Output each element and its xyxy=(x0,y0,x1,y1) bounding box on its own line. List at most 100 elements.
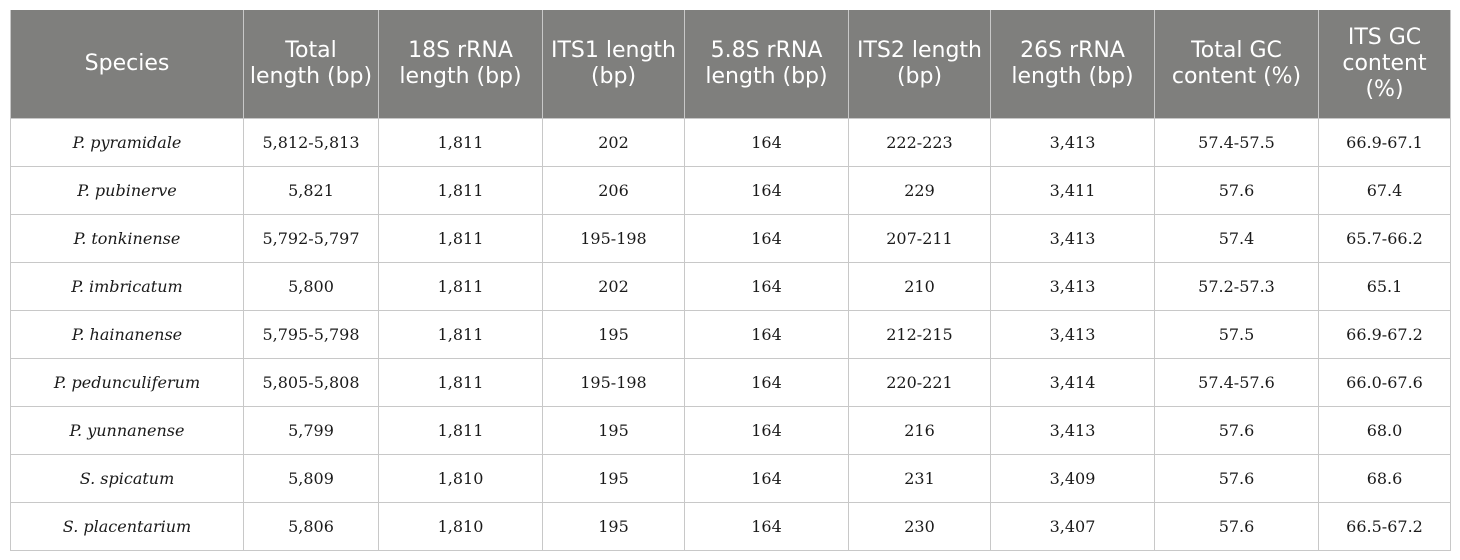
cell-total-gc: 57.4-57.5 xyxy=(1154,118,1319,167)
cell-its-gc: 66.9-67.1 xyxy=(1318,118,1451,167)
cell-18s-length: 1,811 xyxy=(378,166,543,215)
cell-total-gc: 57.4-57.6 xyxy=(1154,358,1319,407)
cell-26s-length: 3,413 xyxy=(990,262,1155,311)
cell-total-gc: 57.2-57.3 xyxy=(1154,262,1319,311)
cell-26s-length: 3,409 xyxy=(990,454,1155,503)
cell-total-length: 5,795-5,798 xyxy=(243,310,379,359)
header-26s-length: 26S rRNA length (bp) xyxy=(990,10,1155,119)
cell-its2-length: 220-221 xyxy=(848,358,991,407)
cell-its-gc: 68.0 xyxy=(1318,406,1451,455)
cell-its1-length: 195 xyxy=(542,502,685,551)
cell-18s-length: 1,811 xyxy=(378,262,543,311)
cell-its2-length: 231 xyxy=(848,454,991,503)
cell-its1-length: 195-198 xyxy=(542,214,685,263)
header-its2-length: ITS2 length (bp) xyxy=(848,10,991,119)
cell-species: P. pyramidale xyxy=(10,118,244,167)
cell-5-8s-length: 164 xyxy=(684,454,849,503)
cell-its-gc: 66.0-67.6 xyxy=(1318,358,1451,407)
header-18s-length: 18S rRNA length (bp) xyxy=(378,10,543,119)
cell-total-length: 5,805-5,808 xyxy=(243,358,379,407)
cell-5-8s-length: 164 xyxy=(684,406,849,455)
cell-18s-length: 1,810 xyxy=(378,502,543,551)
cell-its-gc: 65.1 xyxy=(1318,262,1451,311)
cell-5-8s-length: 164 xyxy=(684,262,849,311)
cell-total-length: 5,821 xyxy=(243,166,379,215)
cell-its-gc: 65.7-66.2 xyxy=(1318,214,1451,263)
cell-its2-length: 216 xyxy=(848,406,991,455)
cell-species: P. yunnanense xyxy=(10,406,244,455)
cell-its-gc: 66.9-67.2 xyxy=(1318,310,1451,359)
cell-total-length: 5,799 xyxy=(243,406,379,455)
cell-26s-length: 3,411 xyxy=(990,166,1155,215)
cell-its2-length: 229 xyxy=(848,166,991,215)
cell-18s-length: 1,811 xyxy=(378,406,543,455)
cell-18s-length: 1,811 xyxy=(378,310,543,359)
cell-total-gc: 57.6 xyxy=(1154,502,1319,551)
cell-its-gc: 66.5-67.2 xyxy=(1318,502,1451,551)
cell-5-8s-length: 164 xyxy=(684,502,849,551)
header-its1-length: ITS1 length (bp) xyxy=(542,10,685,119)
cell-species: P. pubinerve xyxy=(10,166,244,215)
cell-5-8s-length: 164 xyxy=(684,310,849,359)
table-row: P. pedunculiferum 5,805-5,808 1,811 195-198… xyxy=(10,358,1451,407)
table-body: P. pyramidale 5,812-5,813 1,811 202 164 222-2… xyxy=(10,118,1451,551)
header-its-gc: ITS GC content (%) xyxy=(1318,10,1451,119)
cell-total-gc: 57.4 xyxy=(1154,214,1319,263)
cell-5-8s-length: 164 xyxy=(684,214,849,263)
header-5-8s-length: 5.8S rRNA length (bp) xyxy=(684,10,849,119)
cell-5-8s-length: 164 xyxy=(684,118,849,167)
cell-total-length: 5,806 xyxy=(243,502,379,551)
header-species: Species xyxy=(10,10,244,119)
table-row: P. pubinerve 5,821 1,811 206 164 229 3,411 57.6… xyxy=(10,166,1451,215)
cell-total-length: 5,800 xyxy=(243,262,379,311)
cell-26s-length: 3,407 xyxy=(990,502,1155,551)
cell-total-length: 5,809 xyxy=(243,454,379,503)
cell-its1-length: 206 xyxy=(542,166,685,215)
cell-its2-length: 222-223 xyxy=(848,118,991,167)
cell-26s-length: 3,413 xyxy=(990,310,1155,359)
cell-species: S. placentarium xyxy=(10,502,244,551)
cell-18s-length: 1,811 xyxy=(378,358,543,407)
cell-its2-length: 212-215 xyxy=(848,310,991,359)
cell-species: P. hainanense xyxy=(10,310,244,359)
table-row: P. imbricatum 5,800 1,811 202 164 210 3,413 57.… xyxy=(10,262,1451,311)
cell-its2-length: 207-211 xyxy=(848,214,991,263)
cell-5-8s-length: 164 xyxy=(684,166,849,215)
cell-total-length: 5,812-5,813 xyxy=(243,118,379,167)
cell-its-gc: 68.6 xyxy=(1318,454,1451,503)
header-total-gc: Total GC content (%) xyxy=(1154,10,1319,119)
header-row: Species Total length (bp) 18S rRNA lengt… xyxy=(10,10,1451,119)
cell-its1-length: 195 xyxy=(542,454,685,503)
cell-18s-length: 1,811 xyxy=(378,118,543,167)
rdna-length-table: Species Total length (bp) 18S rRNA lengt… xyxy=(10,10,1451,551)
table-row: P. hainanense 5,795-5,798 1,811 195 164 212-2… xyxy=(10,310,1451,359)
cell-5-8s-length: 164 xyxy=(684,358,849,407)
cell-total-gc: 57.5 xyxy=(1154,310,1319,359)
cell-species: P. imbricatum xyxy=(10,262,244,311)
cell-species: S. spicatum xyxy=(10,454,244,503)
header-total-length: Total length (bp) xyxy=(243,10,379,119)
cell-26s-length: 3,413 xyxy=(990,214,1155,263)
cell-26s-length: 3,414 xyxy=(990,358,1155,407)
table-row: P. yunnanense 5,799 1,811 195 164 216 3,413 57.… xyxy=(10,406,1451,455)
cell-its1-length: 202 xyxy=(542,118,685,167)
table-row: S. spicatum 5,809 1,810 195 164 231 3,409 57.6 6… xyxy=(10,454,1451,503)
cell-26s-length: 3,413 xyxy=(990,406,1155,455)
cell-species: P. pedunculiferum xyxy=(10,358,244,407)
cell-its1-length: 195 xyxy=(542,406,685,455)
cell-its-gc: 67.4 xyxy=(1318,166,1451,215)
cell-its1-length: 195-198 xyxy=(542,358,685,407)
cell-total-gc: 57.6 xyxy=(1154,406,1319,455)
cell-total-gc: 57.6 xyxy=(1154,166,1319,215)
cell-its1-length: 202 xyxy=(542,262,685,311)
cell-18s-length: 1,810 xyxy=(378,454,543,503)
cell-species: P. tonkinense xyxy=(10,214,244,263)
cell-26s-length: 3,413 xyxy=(990,118,1155,167)
cell-its2-length: 230 xyxy=(848,502,991,551)
table-row: S. placentarium 5,806 1,810 195 164 230 3,407 5… xyxy=(10,502,1451,551)
cell-total-gc: 57.6 xyxy=(1154,454,1319,503)
cell-its1-length: 195 xyxy=(542,310,685,359)
table-row: P. pyramidale 5,812-5,813 1,811 202 164 222-2… xyxy=(10,118,1451,167)
cell-total-length: 5,792-5,797 xyxy=(243,214,379,263)
cell-its2-length: 210 xyxy=(848,262,991,311)
